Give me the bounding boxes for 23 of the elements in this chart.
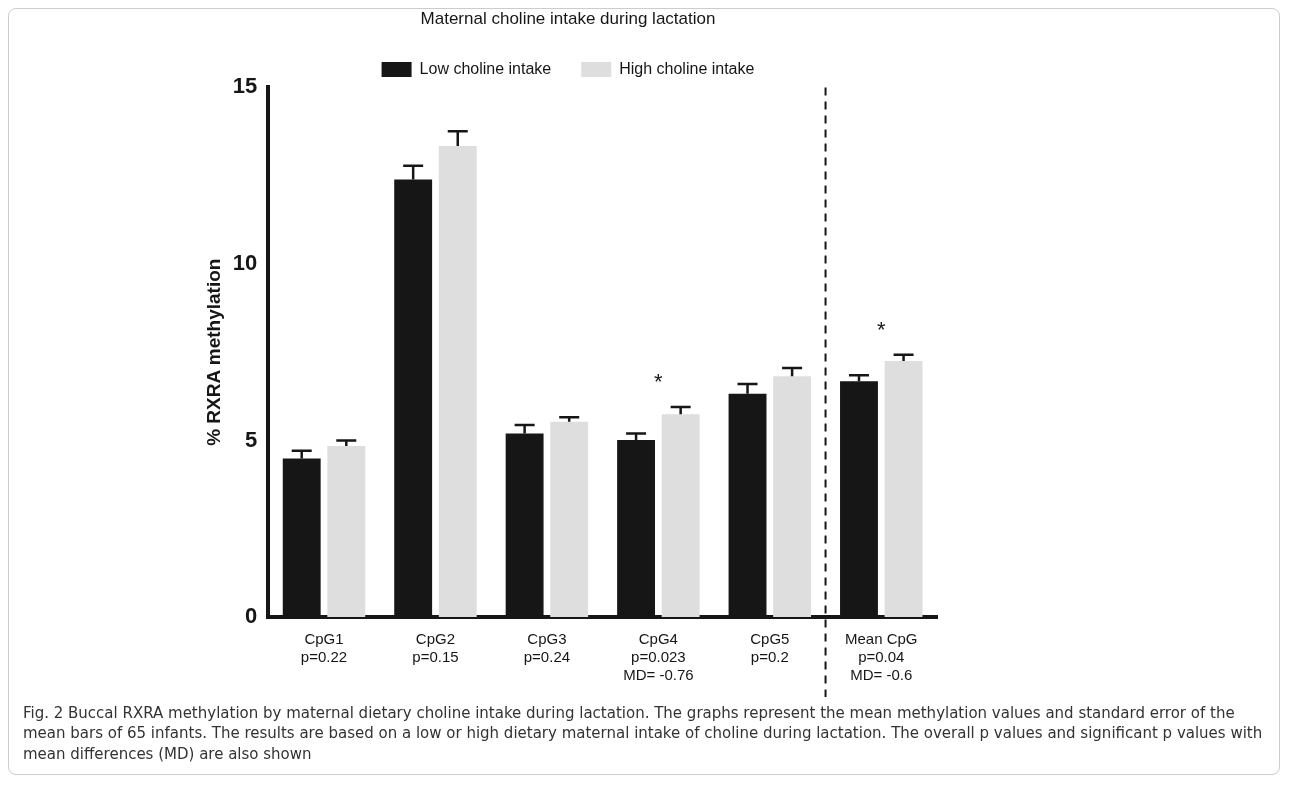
- x-tick-label: CpG2 p=0.15: [412, 630, 459, 666]
- annotation: *: [654, 368, 664, 394]
- x-tick-label: CpG3 p=0.24: [523, 630, 571, 666]
- legend-label: Low choline intake: [419, 59, 552, 77]
- caption: Fig. 2 Buccal RXRA methylation by maternal dietary choline intake during lactation. The graphs represent the mean methylation values and standard error of the mean bars of 65 infants. The results are based on a low or high dietary maternal intake of choline during lactation. The overall p values and significant p values with mean differences (MD) are also shown: [22, 703, 1264, 765]
- bar: [438, 146, 477, 617]
- bar: [884, 361, 923, 617]
- annotation: *: [876, 316, 886, 342]
- x-tick-label: Mean CpG p=0.04 MD= -0.6: [845, 630, 918, 684]
- x-tick-label: CpG5 p=0.2: [750, 630, 790, 666]
- x-tick-label: CpG4 p=0.023 MD= -0.76: [623, 630, 694, 684]
- y-tick-label: 5: [245, 426, 258, 452]
- bar: [661, 414, 700, 617]
- bar: [773, 376, 812, 617]
- legend-title: Maternal choline intake during lactation: [420, 9, 716, 29]
- y-tick-label: 0: [245, 603, 258, 629]
- bar: [550, 421, 589, 617]
- y-tick-label: 15: [232, 73, 258, 99]
- legend-label: High choline intake: [619, 59, 755, 77]
- x-tick-label: CpG1 p=0.22: [300, 630, 348, 666]
- bar: [327, 446, 366, 617]
- y-axis-title: % RXRA methylation: [202, 258, 224, 446]
- y-tick-label: 10: [232, 250, 258, 275]
